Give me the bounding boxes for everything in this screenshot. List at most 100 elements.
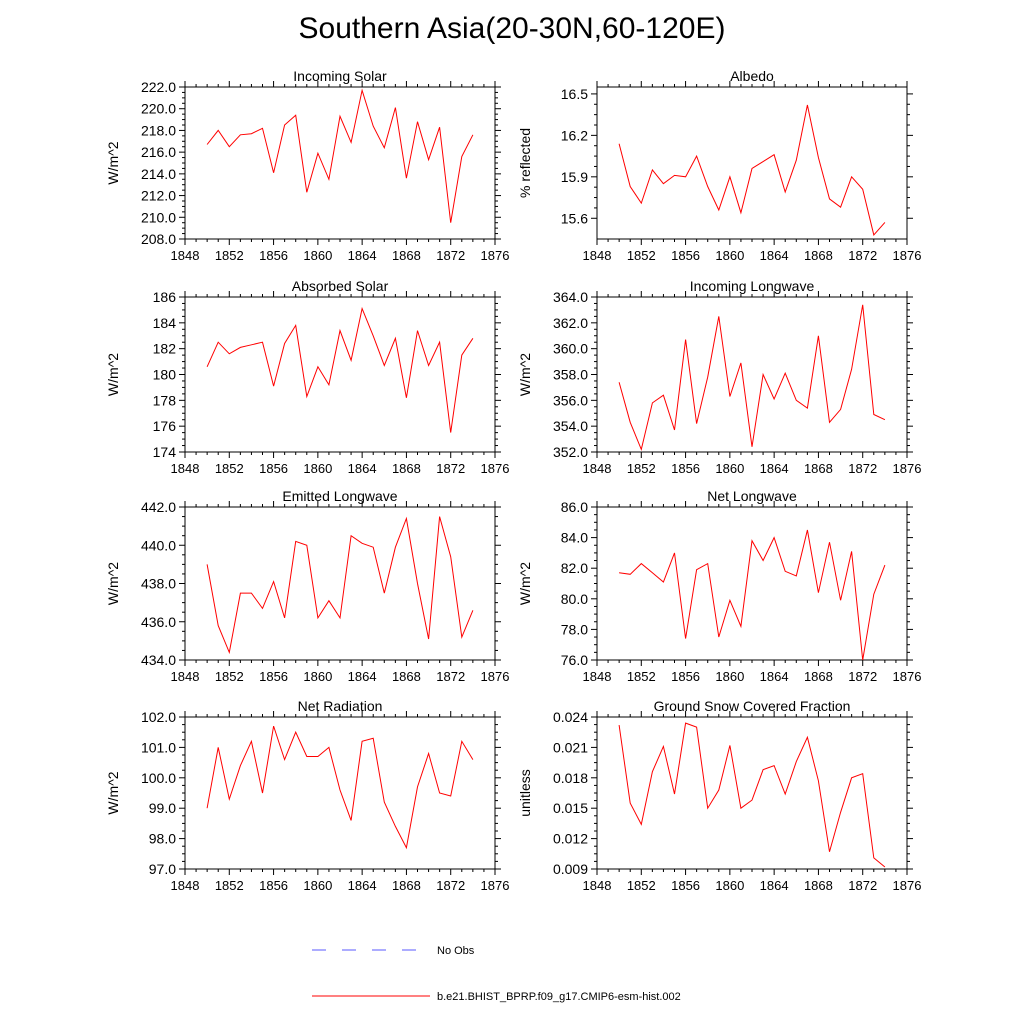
y-tick-label: 216.0 — [141, 144, 176, 160]
figure-title: Southern Asia(20-30N,60-120E) — [298, 12, 726, 45]
panel-title: Albedo — [730, 68, 774, 84]
panel-title: Absorbed Solar — [292, 278, 389, 294]
x-tick-label: 1872 — [436, 461, 465, 476]
x-tick-label: 1848 — [583, 669, 612, 684]
y-tick-label: 208.0 — [141, 231, 176, 247]
y-tick-label: 442.0 — [141, 499, 176, 515]
panel-title: Incoming Solar — [293, 68, 387, 84]
x-tick-label: 1868 — [804, 878, 833, 893]
y-tick-label: 15.6 — [561, 210, 588, 226]
x-tick-label: 1864 — [348, 461, 377, 476]
y-tick-label: 101.0 — [141, 739, 176, 755]
y-tick-label: 362.0 — [553, 315, 588, 331]
y-tick-label: 76.0 — [561, 652, 588, 668]
x-tick-label: 1860 — [715, 878, 744, 893]
legend-label-model: b.e21.BHIST_BPRP.f09_g17.CMIP6-esm-hist.… — [437, 991, 681, 1003]
y-tick-label: 184 — [153, 315, 177, 331]
x-tick-label: 1864 — [760, 461, 789, 476]
x-tick-label: 1860 — [715, 248, 744, 263]
series-line — [206, 306, 474, 433]
x-tick-label: 1852 — [215, 461, 244, 476]
panel-title: Incoming Longwave — [690, 278, 815, 294]
x-tick-label: 1848 — [171, 878, 200, 893]
y-axis-label: unitless — [517, 769, 533, 816]
x-tick-label: 1872 — [848, 248, 877, 263]
panel-title: Ground Snow Covered Fraction — [654, 698, 851, 714]
plot-frame — [184, 86, 496, 240]
x-tick-label: 1856 — [259, 669, 288, 684]
y-tick-label: 352.0 — [553, 444, 588, 460]
chart-panel-4: Incoming Longwave W/m^2 1848 1852 1856 1860 18… — [517, 278, 921, 476]
chart-panel-6: Net Longwave W/m^2 1848 1852 1856 1860 1864 186… — [517, 488, 921, 684]
x-tick-label: 1848 — [583, 248, 612, 263]
x-tick-label: 1852 — [215, 248, 244, 263]
x-tick-label: 1852 — [627, 669, 656, 684]
x-tick-label: 1864 — [348, 669, 377, 684]
y-axis-label: W/m^2 — [105, 353, 121, 396]
series-line — [618, 104, 886, 236]
plot-frame — [184, 506, 496, 661]
x-tick-label: 1876 — [893, 461, 922, 476]
y-tick-label: 178 — [153, 392, 177, 408]
y-tick-label: 176 — [153, 418, 177, 434]
x-tick-label: 1872 — [848, 669, 877, 684]
x-tick-label: 1856 — [671, 878, 700, 893]
y-tick-label: 82.0 — [561, 560, 588, 576]
y-tick-label: 438.0 — [141, 576, 176, 592]
panel-title: Net Longwave — [707, 488, 797, 504]
y-tick-label: 0.015 — [553, 800, 588, 816]
legend-entry-no-obs: No Obs — [312, 945, 475, 957]
series-line — [206, 516, 474, 655]
x-tick-label: 1876 — [481, 461, 510, 476]
y-tick-label: 222.0 — [141, 79, 176, 95]
x-tick-label: 1868 — [804, 248, 833, 263]
y-tick-label: 16.2 — [561, 127, 588, 143]
y-tick-label: 214.0 — [141, 166, 176, 182]
x-tick-label: 1868 — [392, 461, 421, 476]
y-tick-label: 84.0 — [561, 530, 588, 546]
y-tick-label: 80.0 — [561, 591, 588, 607]
series-line — [618, 304, 886, 452]
x-tick-label: 1860 — [303, 248, 332, 263]
x-tick-label: 1864 — [760, 248, 789, 263]
x-tick-label: 1876 — [481, 669, 510, 684]
plot-frame — [596, 716, 908, 870]
y-tick-label: 186 — [153, 289, 177, 305]
legend: No Obs b.e21.BHIST_BPRP.f09_g17.CMIP6-es… — [312, 945, 681, 1003]
x-tick-label: 1868 — [804, 669, 833, 684]
x-tick-label: 1860 — [715, 461, 744, 476]
y-tick-label: 98.0 — [149, 831, 176, 847]
x-tick-label: 1864 — [348, 878, 377, 893]
x-tick-label: 1856 — [671, 669, 700, 684]
x-tick-label: 1876 — [893, 669, 922, 684]
x-tick-label: 1876 — [893, 248, 922, 263]
y-tick-label: 97.0 — [149, 861, 176, 877]
x-tick-label: 1876 — [481, 248, 510, 263]
x-tick-label: 1872 — [848, 461, 877, 476]
x-tick-label: 1856 — [259, 461, 288, 476]
x-tick-label: 1848 — [583, 461, 612, 476]
y-tick-label: 364.0 — [553, 289, 588, 305]
x-tick-label: 1852 — [627, 461, 656, 476]
chart-panel-1: Incoming Solar W/m^2 1848 1852 1856 1860 1864 1… — [105, 68, 509, 263]
y-tick-label: 220.0 — [141, 101, 176, 117]
y-axis-label: W/m^2 — [105, 141, 121, 184]
y-tick-label: 100.0 — [141, 770, 176, 786]
chart-panel-7: Net Radiation W/m^2 1848 1852 1856 1860 1864 18… — [105, 698, 509, 893]
x-tick-label: 1872 — [436, 878, 465, 893]
y-tick-label: 174 — [153, 444, 177, 460]
series-line — [206, 725, 474, 850]
y-tick-label: 86.0 — [561, 499, 588, 515]
legend-label-no-obs: No Obs — [437, 945, 475, 957]
panel-title: Net Radiation — [298, 698, 383, 714]
y-tick-label: 0.021 — [553, 739, 588, 755]
y-tick-label: 0.018 — [553, 770, 588, 786]
y-tick-label: 434.0 — [141, 652, 176, 668]
x-tick-label: 1856 — [671, 248, 700, 263]
y-axis-label: % reflected — [517, 128, 533, 198]
y-tick-label: 360.0 — [553, 341, 588, 357]
y-tick-label: 0.012 — [553, 831, 588, 847]
y-tick-label: 356.0 — [553, 392, 588, 408]
x-tick-label: 1848 — [171, 248, 200, 263]
x-tick-label: 1856 — [671, 461, 700, 476]
